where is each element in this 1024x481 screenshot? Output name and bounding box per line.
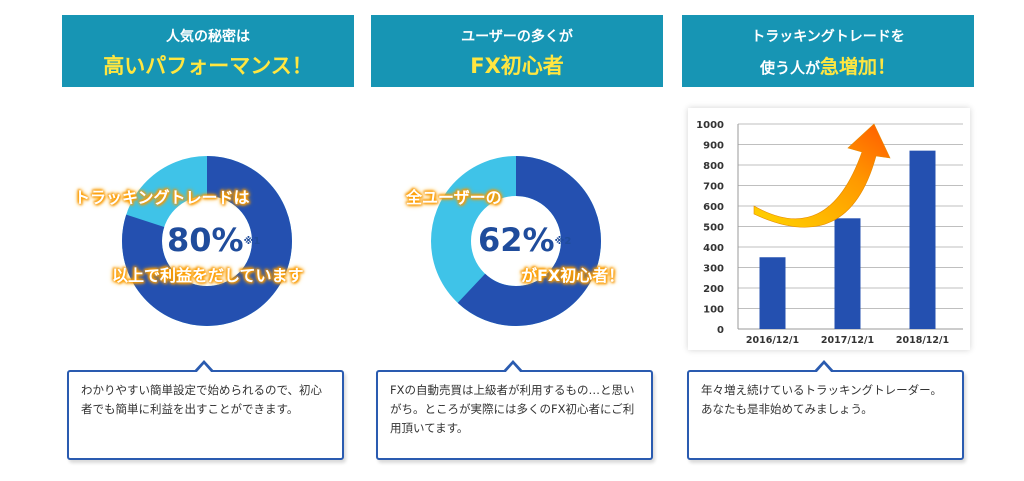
banner-line1: ユーザーの多くが [461, 29, 573, 45]
banner-line2: FX初心者 [470, 54, 564, 78]
x-tick-label: 2017/12/1 [821, 335, 874, 346]
y-tick-label: 400 [703, 243, 724, 254]
banner-growth: トラッキングトレードを 使う人が急増加！ [682, 15, 974, 87]
bar-1 [759, 257, 786, 329]
glow-text-top: 全ユーザーの [406, 188, 502, 207]
bar-chart-svg: 0 100 200 300 400 500 600 700 800 900 1000 2016/12… [696, 120, 963, 346]
panel-growth: トラッキングトレードを 使う人が急増加！ 0 100 200 300 400 500 600… [682, 0, 974, 481]
y-tick-label: 300 [703, 264, 724, 275]
description-bubble: FXの自動売買は上級者が利用するもの…と思いがち。ところが実際には多くのFX初心… [376, 360, 653, 460]
x-tick-label: 2018/12/1 [896, 335, 949, 346]
glow-text-bottom: がFX初心者！ [521, 266, 625, 285]
user-growth-chart: 0 100 200 300 400 500 600 700 800 900 1000 2016/12… [688, 108, 970, 350]
glow-text-bottom: 以上で利益をだしています [112, 266, 304, 285]
percent-text: 62% [478, 221, 555, 259]
percent-value: 62%※2 [478, 222, 571, 258]
y-tick-label: 900 [703, 141, 724, 152]
description-text: 年々増え続けているトラッキングトレーダー。あなたも是非始めてみましょう。 [701, 383, 943, 416]
y-tick-label: 200 [703, 284, 724, 295]
note-mark: ※2 [554, 236, 572, 247]
donut-value-arc [122, 156, 292, 326]
glow-text-top: トラッキングトレードは [74, 188, 250, 207]
y-tick-label: 0 [717, 325, 724, 336]
bar-3 [909, 150, 936, 329]
y-tick-label: 700 [703, 182, 724, 193]
donut-value-arc [431, 156, 601, 326]
banner-performance: 人気の秘密は 高いパフォーマンス！ [62, 15, 354, 87]
description-bubble: 年々増え続けているトラッキングトレーダー。あなたも是非始めてみましょう。 [687, 360, 964, 460]
percent-value: 80%※1 [167, 222, 260, 258]
banner-line2-emphasis: 急増加 [819, 56, 877, 78]
banner-line1: トラッキングトレードを [751, 29, 905, 45]
banner-line2: 使う人が急増加！ [682, 53, 974, 81]
y-tick-label: 800 [703, 161, 724, 172]
banner-line2-pre: 使う人が [759, 59, 820, 77]
bar-2 [834, 218, 861, 329]
donut-chart-beginners [431, 156, 601, 326]
banner-line1: 人気の秘密は [166, 29, 250, 45]
y-tick-label: 1000 [696, 120, 724, 131]
y-tick-label: 600 [703, 202, 724, 213]
note-mark: ※1 [243, 236, 261, 247]
x-tick-label: 2016/12/1 [746, 335, 799, 346]
banner-beginners: ユーザーの多くが FX初心者 [371, 15, 663, 87]
description-text: FXの自動売買は上級者が利用するもの…と思いがち。ところが実際には多くのFX初心… [390, 383, 635, 435]
panel-beginners: ユーザーの多くが FX初心者 全ユーザーの 62%※2 がFX初心者！ FXの自… [371, 0, 663, 481]
rising-arrow [753, 123, 891, 228]
description-text: わかりやすい簡単設定で始められるので、初心者でも簡単に利益を出すことができます。 [81, 383, 323, 416]
donut-chart-performance [122, 156, 292, 326]
panel-performance: 人気の秘密は 高いパフォーマンス！ トラッキングトレードは 80%※1 以上で利… [62, 0, 354, 481]
banner-line2-post: ！ [877, 56, 897, 78]
y-tick-label: 100 [703, 305, 724, 316]
banner-line2: 高いパフォーマンス！ [103, 54, 313, 78]
description-bubble: わかりやすい簡単設定で始められるので、初心者でも簡単に利益を出すことができます。 [67, 360, 344, 460]
percent-text: 80% [167, 221, 244, 259]
y-tick-label: 500 [703, 223, 724, 234]
